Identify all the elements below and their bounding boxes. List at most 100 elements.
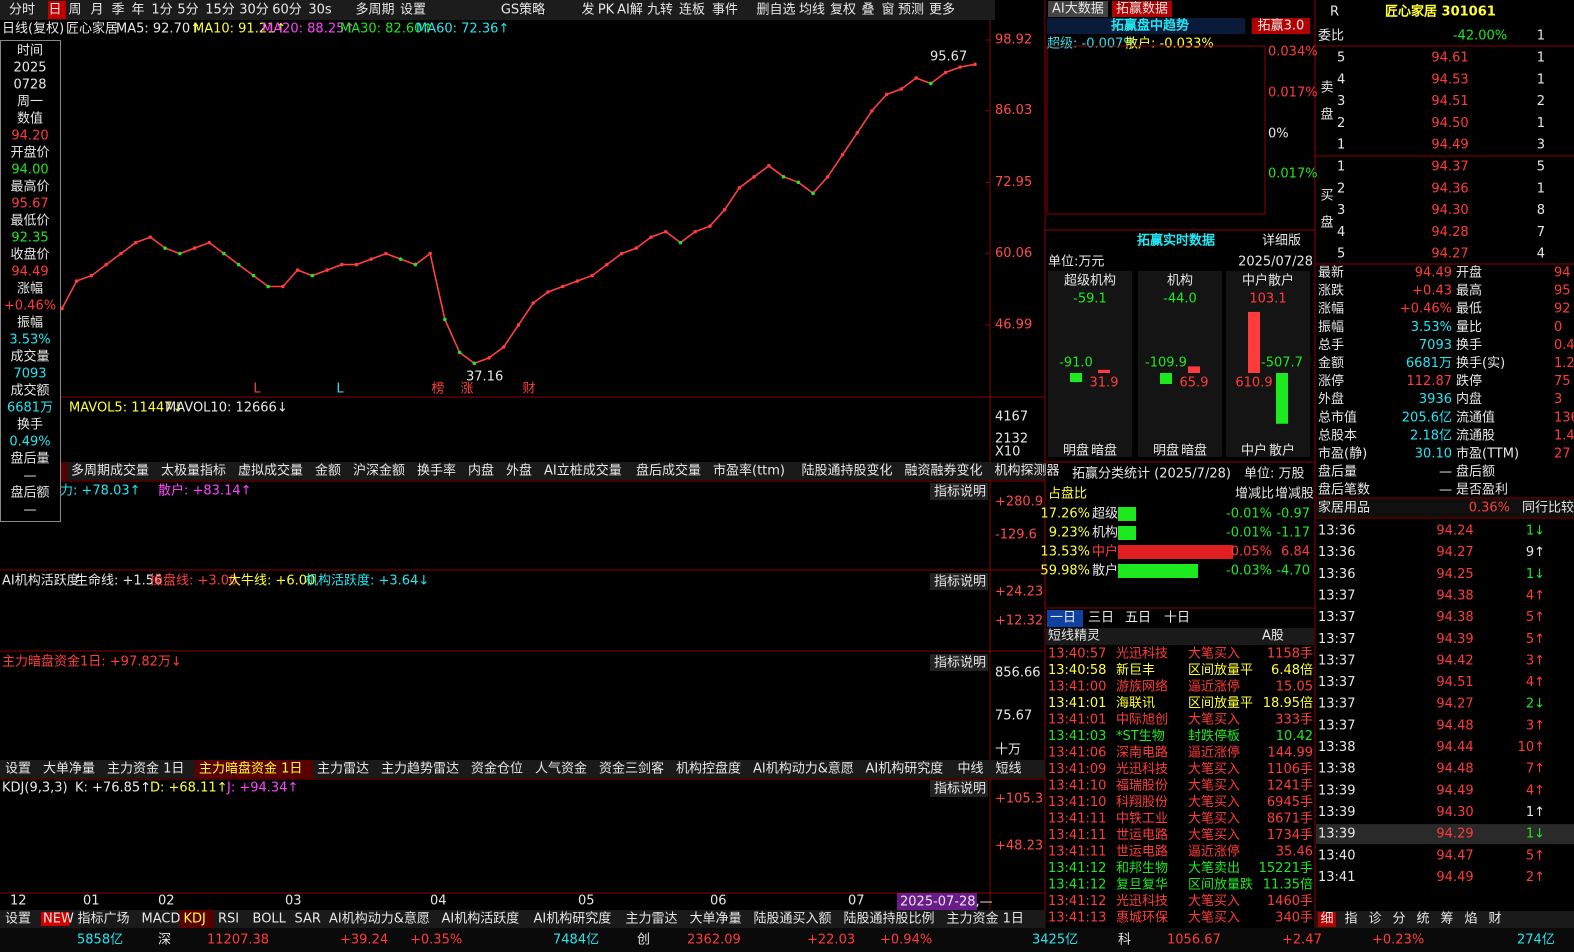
info-value: 7093 — [13, 367, 46, 382]
toolbar-bg — [0, 0, 995, 20]
low-label: 37.16 — [466, 370, 503, 385]
ratio: 0.05% — [1231, 545, 1272, 560]
info-value: 95.67 — [11, 197, 48, 212]
order-volume: 4 — [1537, 247, 1545, 262]
tab: 外盘 — [506, 463, 532, 479]
stat-value: 30.10 — [1415, 447, 1452, 462]
x-tick-label: 02 — [158, 894, 175, 909]
toolbar-button: 月 — [90, 3, 103, 18]
tick-time: 13:37 — [1318, 675, 1355, 690]
stat-label: 总手 — [1318, 338, 1344, 353]
tick-volume: 2↓ — [1526, 697, 1545, 712]
tab: 指标广场 — [78, 912, 130, 927]
group-name: 机构 — [1167, 274, 1193, 289]
tab-row-bg — [0, 462, 1045, 480]
stat-label: 流通股 — [1456, 428, 1495, 443]
left-info-bg — [0, 40, 60, 522]
event-value: 340手 — [1275, 911, 1313, 926]
bar-label: -507.7 — [1261, 356, 1303, 371]
order-price: 94.28 — [1431, 225, 1468, 240]
y-tick-label: 46.99 — [995, 318, 1032, 333]
tab: 分 — [1392, 912, 1405, 927]
class-name: 超级 — [1092, 507, 1118, 522]
tab-bg — [1112, 1, 1172, 17]
event-time: 13:41:10 — [1048, 795, 1106, 810]
help-bg — [930, 654, 988, 671]
tick-volume: 2↑ — [1526, 870, 1545, 885]
bar-name: 暗盘 — [1181, 443, 1207, 459]
close-point — [428, 251, 432, 256]
tab: NEW — [43, 912, 74, 927]
toolbar-button: PK — [598, 3, 615, 18]
title-bg — [1047, 18, 1245, 34]
toolbar-button: 1分 — [151, 3, 172, 18]
tab: SAR — [295, 912, 321, 927]
help-bg — [930, 780, 988, 797]
axis-label: X10 — [995, 445, 1020, 460]
vol-legend: MAVOL5: 11447↓ — [69, 401, 183, 416]
close-point — [811, 191, 815, 196]
tick-price: 94.29 — [1436, 827, 1473, 842]
tick-price: 94.38 — [1436, 588, 1473, 603]
toolbar-button: 删自选 — [756, 3, 795, 18]
tab: 一日 — [1050, 611, 1076, 626]
close-point — [398, 257, 403, 261]
stat-label: 涨跌 — [1318, 283, 1344, 299]
indicator-legend: 主力暗盘资金1日: +97.82万↓ — [2, 654, 182, 670]
event-type: 区间放量平 — [1188, 696, 1253, 711]
tick-time: 13:37 — [1318, 632, 1355, 647]
event-value: 1460手 — [1267, 894, 1313, 909]
tick-volume: 10↑ — [1518, 740, 1545, 755]
panel-title: 拓赢分类统计 (2025/7/28) — [1072, 466, 1231, 482]
close-point — [384, 251, 388, 256]
tick-price: 94.27 — [1436, 545, 1473, 560]
close-point — [133, 240, 138, 245]
indicator-legend: K: +76.85↑ — [75, 781, 151, 796]
event-value: 144.99 — [1268, 746, 1314, 761]
stat-value: 0.4 — [1554, 338, 1574, 353]
close-point — [251, 273, 256, 278]
order-volume: 2 — [1537, 94, 1545, 109]
unit: 单位:万元 — [1048, 255, 1104, 270]
close-point — [266, 284, 270, 289]
event-value: 35.46 — [1276, 845, 1313, 860]
info-label: 收盘价 — [10, 247, 49, 263]
info-label: 盘后量 — [10, 451, 49, 467]
tab: AI机构动力&意愿 — [329, 911, 430, 927]
event-value: 15.05 — [1276, 680, 1313, 695]
status-item: 2362.09 — [687, 933, 741, 948]
order-volume: 5 — [1537, 160, 1545, 175]
tab-active — [1318, 912, 1336, 927]
group-bg — [1048, 271, 1132, 457]
indicator-legend: AI机构活跃度 — [2, 573, 80, 589]
shares: -0.97 — [1276, 507, 1310, 522]
tab-row-bg — [0, 910, 1045, 928]
event-type: 大笔买入 — [1188, 827, 1240, 843]
help-button: 指标说明 — [934, 782, 986, 797]
tick-price: 94.47 — [1436, 848, 1473, 863]
info-value: 周一 — [17, 95, 43, 110]
stat-value: 112.87 — [1407, 374, 1453, 389]
order-price: 94.51 — [1431, 94, 1468, 109]
event-time: 13:41:09 — [1048, 762, 1106, 777]
shares: -1.17 — [1276, 526, 1310, 541]
toolbar-button: 周 — [68, 3, 81, 18]
help-bg — [930, 483, 988, 500]
toolbar-button: 九转 — [647, 3, 673, 18]
status-item: 11207.38 — [207, 933, 269, 948]
info-value: 94.00 — [11, 163, 48, 178]
stat-value: 75 — [1554, 374, 1571, 389]
event-type: 逼近涨停 — [1188, 745, 1240, 761]
stat-label: 内盘 — [1456, 391, 1482, 407]
close-point — [295, 268, 300, 272]
tab: 机构探测器 — [995, 464, 1060, 479]
flow-bar — [1188, 366, 1200, 373]
info-value: 0.49% — [9, 435, 50, 450]
tab: KDJ — [184, 912, 206, 927]
info-value: 6681万 — [7, 401, 53, 416]
level: 4 — [1337, 72, 1345, 87]
tab: 十日 — [1164, 611, 1190, 626]
axis-label: 十万 — [995, 743, 1021, 758]
y-tick-label: 98.92 — [995, 33, 1032, 48]
